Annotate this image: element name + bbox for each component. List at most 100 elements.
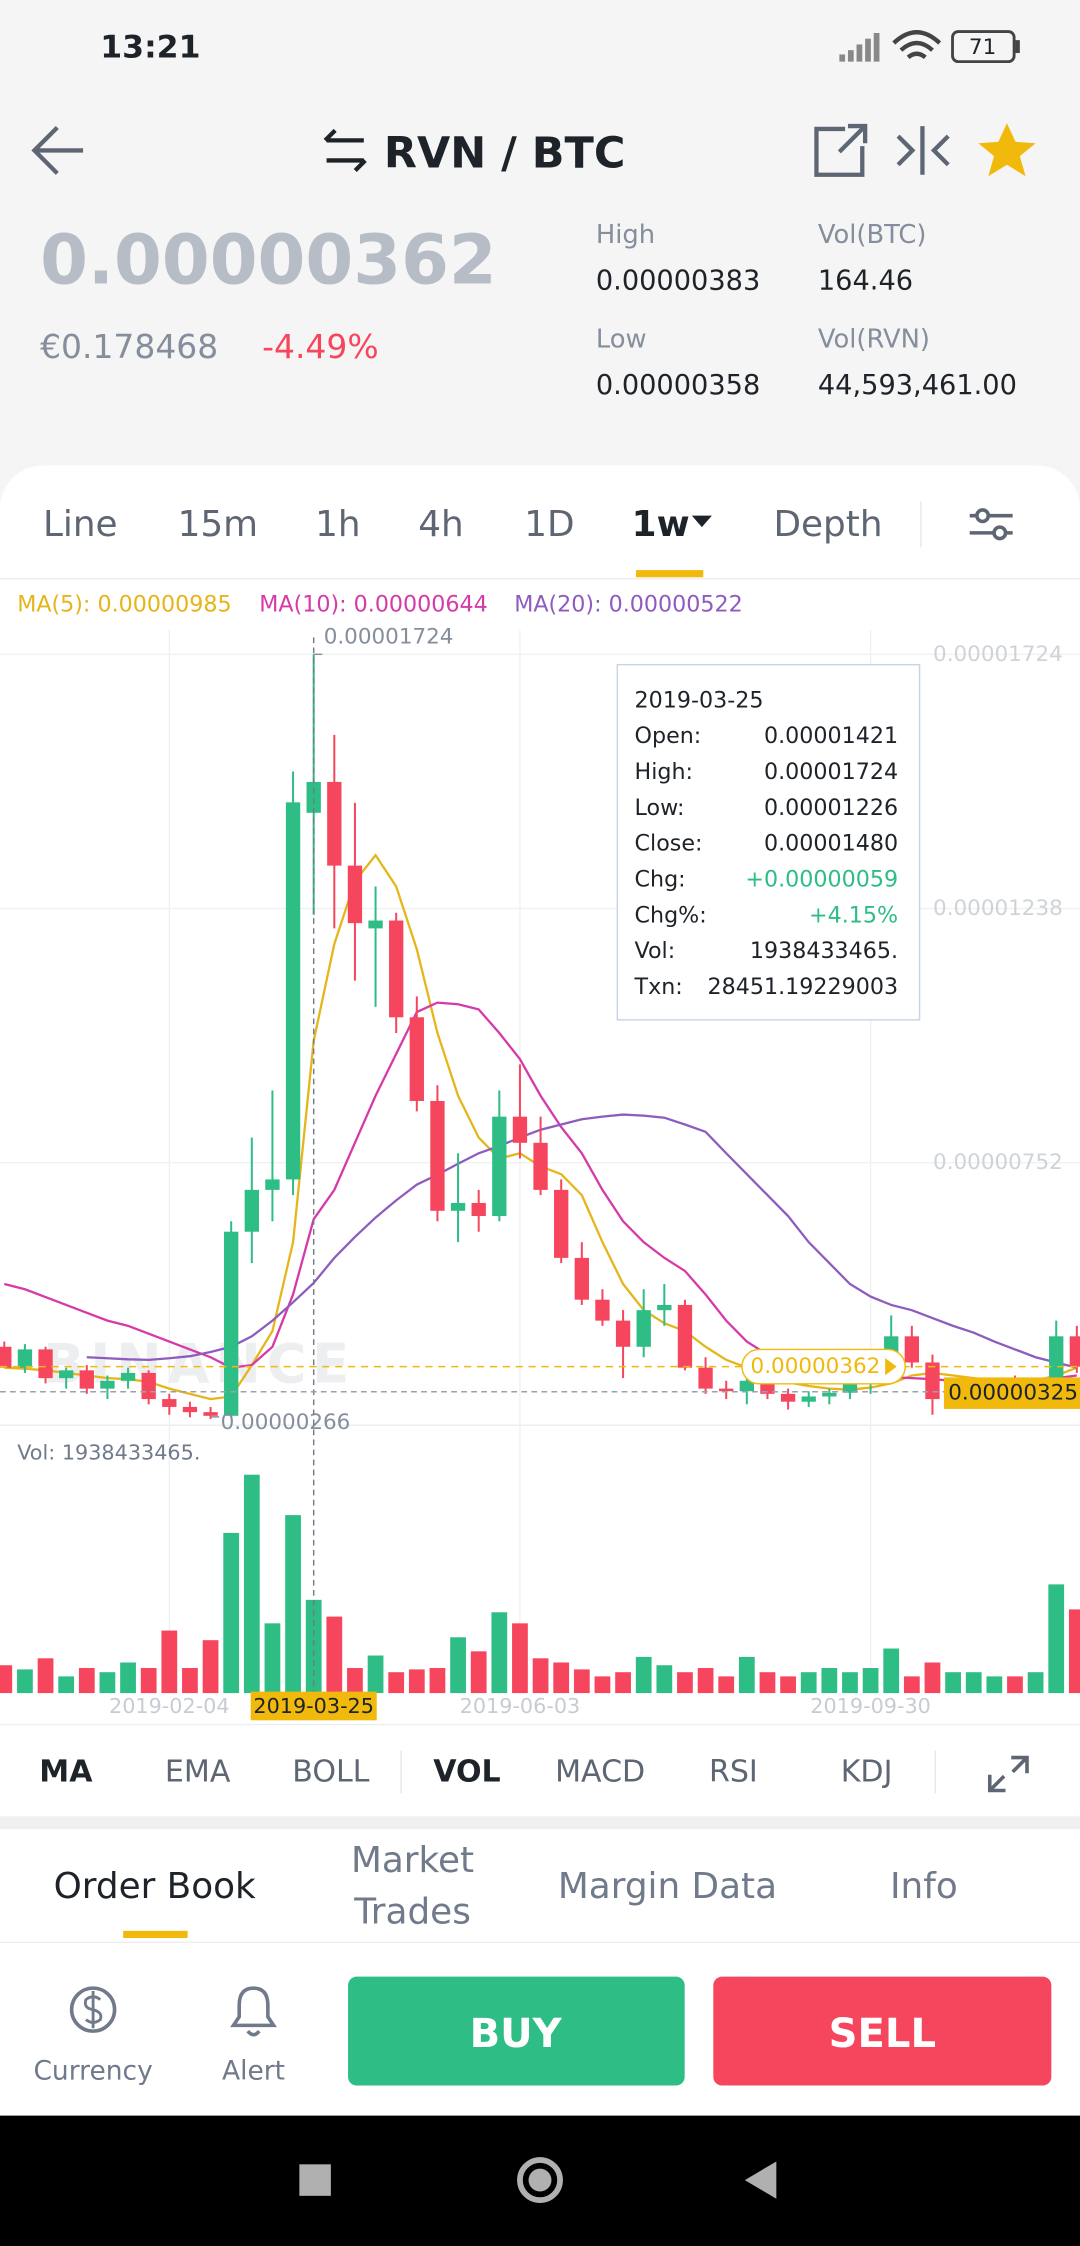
- volume-bar: [512, 1623, 528, 1694]
- volume-bar: [1068, 1609, 1080, 1694]
- buy-label[interactable]: BUY: [470, 2011, 563, 2057]
- indicator-tab[interactable]: BOLL: [292, 1754, 370, 1789]
- tooltip-key: High:: [635, 759, 693, 785]
- mark-price-label: 0.00000325: [948, 1381, 1078, 1406]
- candle-body: [38, 1349, 53, 1379]
- nav-home[interactable]: [517, 2157, 563, 2204]
- interval-tab[interactable]: 15m: [178, 504, 258, 545]
- candle-body: [285, 802, 301, 1180]
- candle-body: [698, 1367, 713, 1389]
- battery-icon: [951, 30, 1016, 64]
- bottom-tab[interactable]: Trades: [353, 1892, 471, 1933]
- indicator-tab[interactable]: RSI: [709, 1754, 758, 1789]
- volume-bar: [17, 1669, 33, 1694]
- volume-bar: [883, 1648, 900, 1694]
- indicator-tab[interactable]: VOL: [433, 1754, 500, 1789]
- wifi-icon: [892, 30, 942, 60]
- candle-body: [430, 1100, 445, 1211]
- legend-entry: MA(20): 0.00000522: [514, 591, 743, 617]
- candle-body: [512, 1116, 528, 1143]
- x-tick-label: 2019-02-04: [109, 1694, 230, 1718]
- indicator-tab[interactable]: KDJ: [841, 1754, 893, 1789]
- candle-body: [636, 1310, 651, 1347]
- tooltip-box: [616, 663, 921, 1021]
- candle-body: [327, 781, 342, 866]
- stat-label: Vol(RVN): [818, 324, 930, 354]
- settings-knob: [992, 525, 1008, 541]
- fullscreen-icon[interactable]: [987, 1755, 1029, 1793]
- interval-tab[interactable]: Line: [43, 504, 118, 545]
- interval-tab[interactable]: 4h: [418, 504, 463, 545]
- stat-value: 0.00000383: [596, 265, 760, 296]
- nav-recent[interactable]: [299, 2164, 331, 2196]
- volume-bar: [161, 1630, 178, 1694]
- candle-body: [244, 1189, 259, 1232]
- last-price-label[interactable]: 0.00000362: [751, 1354, 881, 1379]
- bottom-tab[interactable]: Market: [351, 1840, 474, 1881]
- status-time: 13:21: [100, 29, 200, 65]
- candle-body: [904, 1336, 920, 1363]
- alert-icon[interactable]: [230, 1986, 277, 2037]
- volume-bar: [408, 1669, 425, 1694]
- nav-home-dot: [528, 2168, 552, 2192]
- back-button[interactable]: [31, 125, 84, 175]
- candle-body: [595, 1299, 610, 1321]
- tooltip-key: Txn:: [634, 974, 683, 1000]
- interval-tab[interactable]: 1D: [524, 504, 574, 545]
- volume-bar: [573, 1669, 590, 1694]
- tooltip-value: +0.00000059: [745, 866, 898, 892]
- candle-body: [533, 1142, 548, 1190]
- dropdown-caret[interactable]: [691, 515, 712, 528]
- candle-body: [1049, 1336, 1064, 1384]
- currency-icon[interactable]: [69, 1986, 117, 2033]
- candle-body: [141, 1372, 156, 1400]
- volume-bar: [821, 1668, 838, 1694]
- candle-body: [389, 920, 404, 1018]
- interval-tab[interactable]: Depth: [773, 504, 882, 545]
- interval-tab[interactable]: 1w: [632, 504, 690, 545]
- indicator-tab[interactable]: MA: [39, 1754, 93, 1789]
- sell-button[interactable]: [713, 1976, 1052, 2086]
- volume-bar: [202, 1640, 219, 1694]
- interval-tab[interactable]: 1h: [315, 504, 360, 545]
- bottom-tab[interactable]: Margin Data: [558, 1866, 777, 1907]
- x-tick-label: 2019-03-25: [253, 1694, 374, 1718]
- candle-body: [677, 1304, 693, 1368]
- legend-entry: MA(5): 0.00000985: [17, 591, 231, 617]
- compare-icon[interactable]: [896, 126, 950, 175]
- tooltip-value: 0.00001226: [764, 795, 898, 821]
- currency-label[interactable]: Currency: [33, 2056, 152, 2087]
- alert-label[interactable]: Alert: [222, 2056, 285, 2087]
- indicator-tab[interactable]: MACD: [555, 1754, 645, 1789]
- nav-back[interactable]: [744, 2161, 777, 2199]
- buy-button[interactable]: [348, 1976, 685, 2086]
- volume-bar: [738, 1656, 755, 1694]
- indicator-tab[interactable]: EMA: [165, 1754, 231, 1789]
- volume-bar: [553, 1662, 570, 1694]
- legend-entry: MA(10): 0.00000644: [259, 591, 488, 617]
- candle-body: [265, 1179, 280, 1190]
- volume-bar: [718, 1676, 735, 1694]
- bottom-tab[interactable]: Info: [890, 1866, 958, 1907]
- ma-line: [86, 1113, 1078, 1369]
- tab-underline: [123, 1930, 188, 1939]
- sell-label[interactable]: SELL: [829, 2011, 936, 2057]
- ui-text: 13:21 71 RVN / BTC 0.00000362 €0.178468 -4.49…: [33, 29, 1016, 2086]
- volume-bar: [285, 1515, 301, 1694]
- volume-bar: [697, 1668, 714, 1694]
- candle-body: [203, 1412, 218, 1416]
- currency-glyph: [83, 1991, 103, 2029]
- volume-bar: [800, 1672, 817, 1694]
- swap-icon[interactable]: [323, 128, 367, 172]
- candle-body: [471, 1202, 486, 1217]
- tooltip-title: 2019-03-25: [635, 687, 764, 713]
- x-tick-label: 2019-09-30: [810, 1694, 931, 1718]
- bottom-tab[interactable]: Order Book: [54, 1866, 256, 1907]
- volume-bar: [924, 1662, 941, 1694]
- volume-bar: [58, 1676, 75, 1694]
- favorite-star[interactable]: [978, 123, 1036, 177]
- tooltip-key: Vol:: [635, 938, 676, 964]
- candle-body: [492, 1116, 507, 1217]
- share-icon[interactable]: [814, 123, 868, 177]
